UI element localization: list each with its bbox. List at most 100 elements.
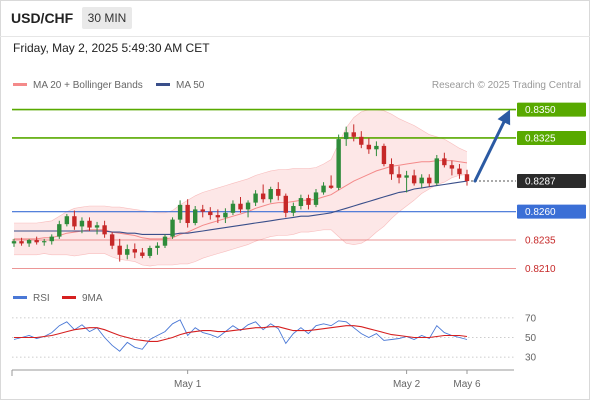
- candle-down: [185, 204, 190, 224]
- candle-up: [79, 220, 85, 227]
- time-axis-label: May 2: [393, 379, 421, 390]
- level-label-0: 0.8350: [525, 105, 556, 116]
- level-badge-2: [517, 174, 586, 189]
- candle-up: [313, 192, 319, 205]
- candle-down: [351, 132, 356, 137]
- candle-down: [457, 168, 462, 175]
- bollinger-band-fill: [14, 109, 467, 267]
- candle-down: [215, 215, 221, 218]
- candle-up: [223, 212, 228, 218]
- forecast-arrow-head: [497, 109, 511, 126]
- candle-down: [140, 252, 145, 256]
- candle-down: [359, 136, 364, 145]
- legend-rsi-ma-label: 9MA: [82, 293, 103, 304]
- candle-up: [419, 177, 424, 184]
- level-label-4: 0.8235: [525, 236, 556, 247]
- candle-up: [57, 224, 62, 237]
- candle-up: [26, 240, 32, 244]
- candle-up: [336, 139, 341, 188]
- candle-down: [109, 234, 115, 246]
- candle-down: [102, 225, 107, 235]
- rsi-tick-label: 30: [525, 353, 537, 364]
- candle-up: [374, 145, 379, 150]
- chart-header: USD/CHF 30 MIN: [0, 0, 590, 36]
- candle-down: [19, 241, 24, 244]
- rsi-tick-label: 50: [525, 333, 537, 344]
- candle-up: [155, 245, 160, 248]
- candle-up: [245, 202, 251, 210]
- time-axis-label: May 6: [453, 379, 481, 390]
- candle-down: [283, 195, 288, 213]
- chart-datetime: Friday, May 2, 2025 5:49:30 AM CET: [13, 41, 210, 55]
- candle-down: [276, 189, 281, 196]
- legend-bollinger-label: MA 20 + Bollinger Bands: [33, 80, 143, 91]
- candle-up: [162, 236, 168, 246]
- candle-down: [306, 198, 311, 205]
- candle-down: [464, 174, 470, 182]
- bollinger-upper-line: [14, 109, 468, 224]
- candle-down: [411, 175, 417, 184]
- candle-down: [238, 203, 243, 210]
- candle-up: [291, 206, 296, 213]
- legend-rsi-label: RSI: [33, 293, 50, 304]
- level-badge-0: [517, 102, 586, 117]
- candle-up: [49, 236, 54, 242]
- rsi-tick-label: 70: [525, 313, 537, 324]
- candle-down: [366, 144, 372, 150]
- candle-up: [434, 158, 439, 184]
- candles-group: [11, 124, 470, 262]
- header-divider: [0, 36, 590, 37]
- candle-down: [132, 249, 137, 253]
- candle-down: [449, 165, 455, 169]
- ma50-swatch: [156, 82, 170, 86]
- candle-down: [381, 145, 387, 165]
- candle-down: [200, 209, 205, 212]
- rsi-ma-swatch: [62, 295, 76, 299]
- candle-down: [427, 177, 432, 184]
- candle-up: [42, 241, 47, 243]
- level-badge-1: [517, 130, 586, 145]
- candle-up: [11, 241, 17, 244]
- candle-up: [147, 247, 153, 256]
- candle-up: [253, 193, 258, 203]
- candle-down: [87, 220, 92, 228]
- candle-up: [125, 249, 130, 255]
- candle-down: [389, 164, 394, 175]
- level-label-1: 0.8325: [525, 133, 556, 144]
- candle-down: [396, 174, 402, 178]
- candle-down: [72, 216, 77, 227]
- symbol-title: USD/CHF: [11, 10, 74, 26]
- rsi-line: [13, 319, 468, 352]
- legend-rsi: RSI: [13, 293, 50, 304]
- level-label-3: 0.8260: [525, 207, 556, 218]
- credit-text: Research © 2025 Trading Central: [431, 80, 581, 91]
- candle-up: [177, 204, 183, 220]
- candle-up: [94, 225, 100, 228]
- timeframe-badge[interactable]: 30 MIN: [82, 7, 132, 29]
- forecast-arrow-shaft: [473, 117, 508, 183]
- legend-rsi-ma: 9MA: [62, 293, 103, 304]
- candle-up: [268, 189, 273, 200]
- candle-up: [298, 198, 304, 207]
- level-badge-3: [517, 204, 586, 219]
- candle-down: [260, 193, 266, 200]
- candle-up: [230, 203, 236, 213]
- time-axis-label: May 1: [174, 379, 202, 390]
- candle-down: [328, 185, 334, 188]
- candle-down: [34, 240, 39, 243]
- legend-ma50-label: MA 50: [176, 80, 205, 91]
- level-label-5: 0.8210: [525, 264, 556, 275]
- candle-up: [193, 209, 198, 224]
- candle-down: [208, 211, 213, 216]
- legend-bollinger: MA 20 + Bollinger Bands: [13, 80, 143, 91]
- candle-down: [117, 245, 122, 255]
- rsi-swatch: [13, 295, 27, 299]
- candle-up: [321, 185, 326, 193]
- candle-up: [404, 175, 409, 178]
- bollinger-lower-line: [14, 174, 468, 267]
- level-label-2: 0.8287: [525, 177, 556, 188]
- legend-ma50: MA 50: [156, 80, 204, 91]
- candle-up: [64, 216, 70, 225]
- candle-down: [442, 158, 447, 166]
